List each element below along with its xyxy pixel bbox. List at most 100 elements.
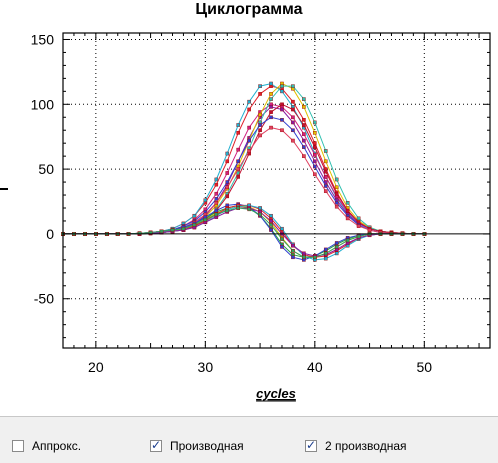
data-point	[203, 217, 208, 222]
data-point	[247, 207, 251, 212]
data-point	[313, 131, 317, 135]
data-point	[313, 172, 317, 177]
data-point	[280, 237, 284, 241]
approx-option[interactable]: ✓ Аппрокс.	[12, 439, 81, 453]
options-bar: ✓ Аппрокс. ✓ Производная ✓ 2 производная	[0, 417, 498, 463]
data-point	[269, 110, 273, 114]
data-point	[280, 226, 284, 231]
y-tick-label: -50	[34, 291, 54, 307]
data-point	[291, 138, 295, 143]
data-point	[345, 201, 350, 205]
data-point	[225, 159, 230, 164]
data-point	[345, 238, 350, 243]
data-point	[291, 107, 295, 112]
plot-area	[63, 33, 490, 348]
tick-labels: 20 30 40 50 150 100 50 0 -50	[31, 31, 433, 375]
data-point	[269, 125, 273, 130]
x-tick-label: 20	[88, 359, 104, 375]
derivative-checkbox[interactable]: ✓	[150, 438, 162, 452]
cyclogram-chart: 20 30 40 50 150 100 50 0 -50 cycles	[0, 31, 491, 402]
data-point	[323, 251, 328, 256]
second-derivative-option[interactable]: ✓ 2 производная	[305, 438, 407, 453]
data-point	[313, 164, 317, 169]
data-point	[334, 251, 339, 256]
data-point	[236, 175, 240, 179]
data-point	[291, 255, 295, 260]
data-point	[302, 118, 306, 122]
data-point	[313, 145, 317, 149]
data-point	[334, 245, 339, 249]
data-point	[291, 84, 295, 88]
data-point	[269, 81, 273, 86]
data-point	[291, 99, 295, 104]
data-point	[247, 107, 251, 112]
x-tick-label: 30	[198, 359, 214, 375]
y-tick-label: 0	[46, 226, 54, 242]
second-derivative-label: 2 производная	[325, 439, 407, 453]
data-point	[269, 213, 273, 218]
data-point	[236, 147, 240, 152]
approx-label: Аппрокс.	[32, 439, 82, 453]
data-point	[170, 228, 175, 232]
data-point	[236, 159, 240, 164]
data-point	[334, 191, 339, 196]
data-point	[214, 208, 219, 213]
data-point	[181, 226, 186, 231]
data-point	[345, 208, 350, 213]
data-point	[258, 123, 262, 127]
data-point	[291, 128, 295, 133]
data-point	[302, 154, 306, 158]
data-point	[313, 159, 317, 164]
axes	[62, 32, 491, 349]
data-point	[225, 151, 230, 156]
chart-title: Циклограмма	[195, 1, 303, 18]
y-tick-label: 100	[31, 96, 55, 112]
data-point	[236, 131, 240, 135]
data-point	[356, 234, 361, 239]
data-point	[269, 105, 273, 109]
data-point	[214, 177, 219, 182]
separator	[0, 416, 498, 417]
data-point	[313, 153, 317, 157]
data-point	[323, 189, 328, 193]
data-point	[323, 184, 328, 188]
data-point	[302, 123, 306, 127]
data-point	[269, 92, 273, 96]
data-point	[225, 185, 230, 190]
derivative-option[interactable]: ✓ Производная	[150, 438, 244, 453]
data-point	[214, 197, 219, 201]
data-point	[323, 169, 328, 174]
data-point	[323, 247, 328, 252]
data-point	[334, 177, 339, 182]
data-point	[313, 120, 317, 125]
data-point	[302, 251, 306, 256]
data-point	[323, 256, 328, 261]
data-point	[258, 133, 262, 138]
data-point	[214, 212, 219, 217]
data-point	[247, 125, 251, 130]
data-point	[345, 216, 350, 221]
data-point	[236, 167, 240, 171]
data-point	[159, 229, 164, 234]
data-point	[247, 99, 251, 104]
second-derivative-checkbox[interactable]: ✓	[305, 438, 317, 452]
data-point	[280, 128, 284, 133]
derivative-label: Производная	[170, 439, 244, 453]
data-point	[192, 223, 197, 227]
data-point	[269, 115, 273, 120]
data-point	[280, 102, 284, 107]
data-point	[323, 149, 328, 153]
data-point	[334, 201, 339, 205]
data-point	[356, 216, 361, 221]
data-point	[323, 159, 328, 164]
data-point	[302, 132, 306, 136]
data-point	[269, 228, 273, 232]
approx-checkbox[interactable]: ✓	[12, 440, 24, 452]
data-point	[214, 191, 219, 196]
data-point	[269, 223, 273, 227]
data-point	[247, 138, 251, 143]
data-point	[137, 231, 142, 236]
data-point	[236, 206, 240, 210]
data-point	[214, 182, 219, 187]
data-point	[302, 255, 306, 260]
